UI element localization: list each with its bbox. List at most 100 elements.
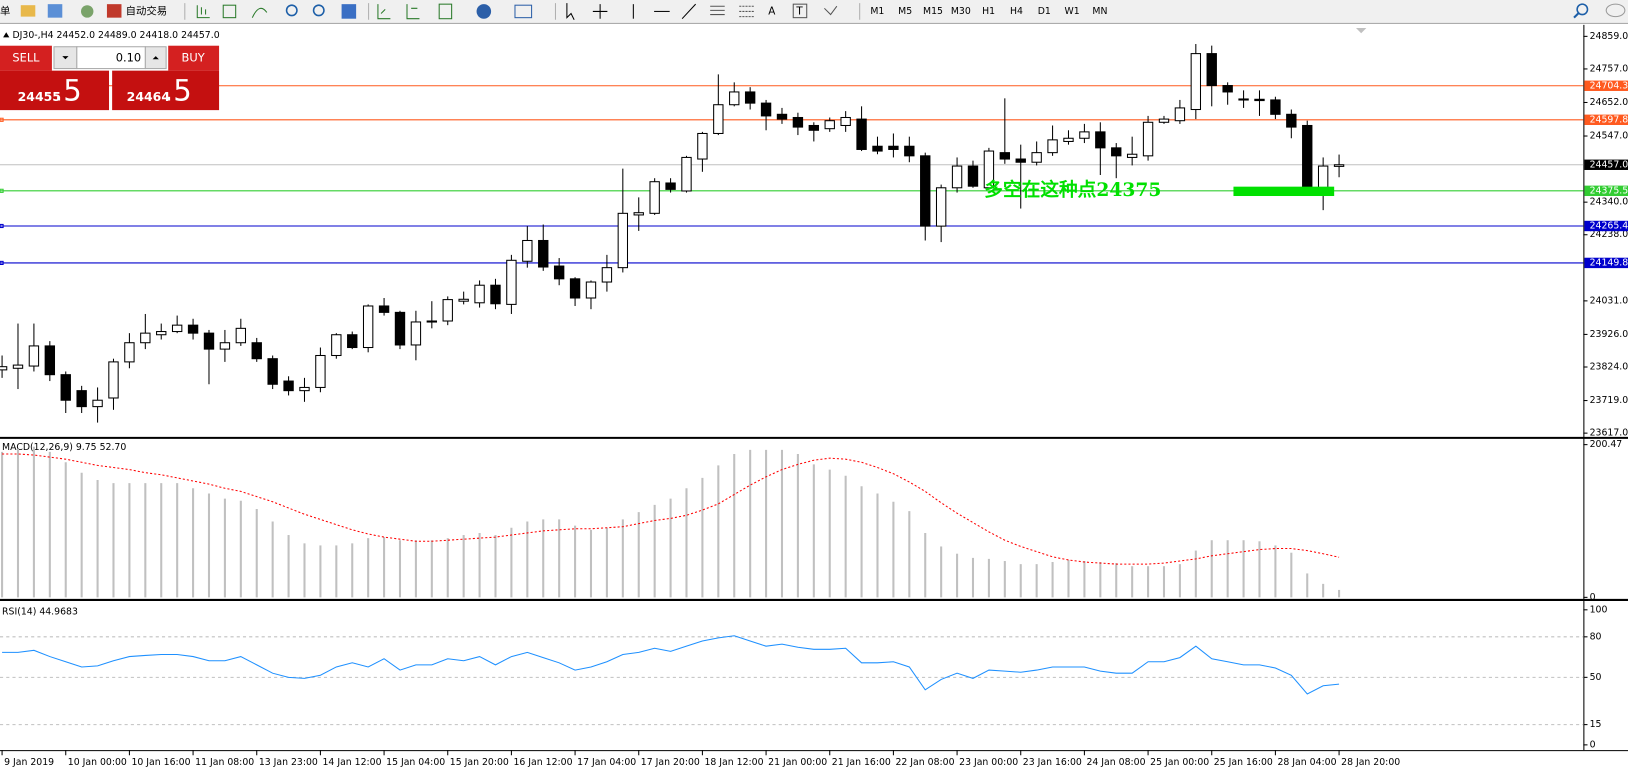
candle-body (1302, 124, 1313, 194)
toolbar-icon[interactable] (792, 3, 808, 19)
toolbar-icon[interactable] (681, 3, 697, 20)
y-tick-label: 24031.0 (1590, 295, 1628, 306)
arrow-icon (62, 56, 69, 60)
candle-body (713, 104, 724, 134)
sell-button[interactable] (0, 45, 52, 71)
sell-price-pips[interactable]: .5 (54, 73, 82, 107)
x-tick-label: 22 Jan 08:00 (895, 757, 954, 768)
timeframe-button[interactable]: MN (1092, 6, 1107, 17)
buy-price[interactable]: 24464 (127, 89, 171, 104)
candle-body (840, 116, 851, 127)
candle-body (808, 124, 820, 131)
line-series (2, 635, 1340, 695)
toolbar-icon[interactable] (80, 5, 94, 18)
level-box (1584, 257, 1628, 269)
level-box (1584, 80, 1628, 91)
lot-value[interactable]: 0.10 (116, 51, 141, 65)
buy-label[interactable]: BUY (182, 51, 205, 65)
candle-body (1126, 153, 1138, 158)
timeframe-button[interactable]: M5 (898, 6, 912, 17)
candle-body (331, 334, 342, 357)
timeframe-button[interactable]: H4 (1010, 6, 1023, 17)
buy-price-pips[interactable]: .5 (164, 73, 192, 107)
sell-price[interactable]: 24455 (18, 89, 61, 104)
candle-body (1206, 53, 1217, 87)
candle-body (697, 132, 708, 160)
x-tick-label: 24 Jan 08:00 (1086, 757, 1145, 768)
candle-body (665, 182, 676, 190)
toolbar-icon[interactable] (20, 5, 36, 17)
menu-item[interactable]: 单 (0, 5, 10, 17)
x-tick-label: 14 Jan 12:00 (322, 757, 381, 768)
candle-body (171, 324, 183, 333)
timeframe-button[interactable]: M1 (870, 6, 884, 17)
toolbar-icon[interactable] (222, 4, 237, 19)
sell-price-box[interactable] (0, 70, 110, 111)
candle-body (1270, 99, 1281, 115)
timeframe-button[interactable]: M30 (951, 6, 971, 17)
toolbar-icon[interactable] (106, 4, 122, 18)
candle-body (1111, 147, 1122, 157)
label-tool[interactable]: T (795, 5, 803, 17)
candle-body (426, 320, 438, 323)
candle-body (124, 342, 135, 363)
y-tick-label: 200.47 (1590, 439, 1623, 450)
toolbar-icon[interactable] (251, 7, 268, 18)
candle-body (235, 327, 247, 344)
chat-icon[interactable] (1605, 3, 1626, 18)
candle-body (315, 354, 326, 388)
candle-body (569, 278, 581, 299)
y-tick-label: 24652.0 (1590, 97, 1628, 108)
toolbar-icon[interactable] (285, 4, 298, 17)
candle-body (935, 187, 947, 227)
candle-body (585, 281, 597, 299)
toolbar-icon[interactable] (566, 3, 575, 20)
toolbar-icon[interactable] (710, 5, 725, 16)
candle-body (601, 267, 613, 283)
toolbar-icon[interactable] (196, 5, 210, 19)
auto-trade-button[interactable]: 自动交易 (126, 4, 168, 17)
candle-body (156, 331, 167, 336)
timeframe-button[interactable]: W1 (1065, 6, 1080, 17)
candle-body (888, 145, 899, 150)
y-tick-label: 15 (1590, 719, 1602, 730)
candle-body (792, 116, 804, 128)
y-tick-label: 24757.0 (1590, 63, 1628, 74)
candle-body (1317, 165, 1329, 191)
x-tick-label: 18 Jan 12:00 (704, 757, 763, 768)
current-price-label: 24457.0 (1590, 159, 1628, 170)
timeframe-button[interactable]: H1 (982, 6, 995, 17)
timeframe-button[interactable]: M15 (923, 6, 943, 17)
candle-body (1174, 107, 1186, 122)
search-icon[interactable] (1576, 3, 1589, 16)
text-tool[interactable]: A (768, 5, 776, 17)
candle-body (410, 321, 422, 346)
candle-body (553, 265, 565, 280)
sell-label[interactable]: SELL (12, 51, 40, 65)
toolbar-icon[interactable] (47, 4, 63, 18)
toolbar-icon[interactable] (476, 4, 492, 19)
candle-body (1031, 152, 1042, 163)
candle-body (219, 342, 231, 350)
toolbar-icon[interactable] (739, 5, 754, 18)
toolbar-icon[interactable] (312, 4, 325, 17)
buy-button[interactable] (168, 45, 220, 71)
toolbar-icon[interactable] (377, 4, 391, 20)
toolbar-icon[interactable] (406, 4, 420, 20)
toolbar-icon[interactable] (514, 4, 533, 19)
x-tick-label: 9 Jan 2019 (4, 757, 54, 768)
timeframe-button[interactable]: D1 (1038, 6, 1051, 17)
x-tick-label: 28 Jan 20:00 (1341, 757, 1400, 768)
annotation-bar (1233, 186, 1335, 197)
y-tick-label: 0 (1590, 739, 1596, 750)
candle-body (649, 181, 660, 214)
toolbar-icon[interactable] (341, 4, 357, 19)
chart-bg (0, 24, 1628, 775)
y-tick-label: 23617.0 (1590, 428, 1628, 439)
candle-body (633, 212, 644, 216)
toolbar-icon[interactable] (592, 4, 608, 19)
buy-price-box[interactable] (112, 70, 220, 111)
toolbar-icon[interactable] (824, 5, 838, 16)
toolbar-icon[interactable] (438, 3, 453, 20)
candle-body (522, 239, 533, 262)
